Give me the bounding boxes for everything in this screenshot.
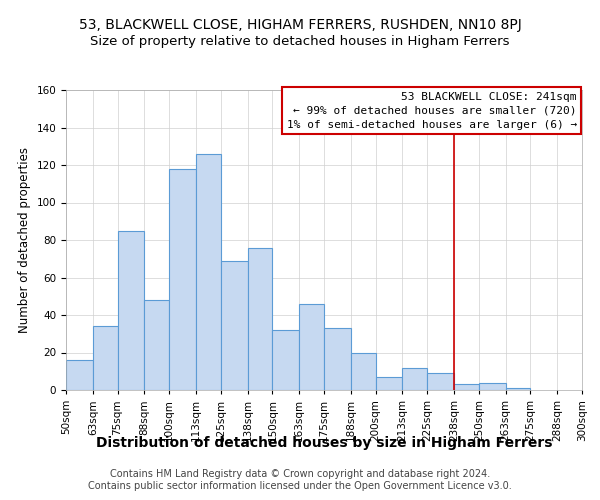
Bar (351, 352, 376, 390)
Text: 53 BLACKWELL CLOSE: 241sqm
← 99% of detached houses are smaller (720)
1% of semi: 53 BLACKWELL CLOSE: 241sqm ← 99% of deta… (287, 92, 577, 130)
Bar (506, 388, 530, 390)
Bar (66, 360, 93, 390)
Bar (479, 382, 506, 390)
Bar (221, 260, 248, 390)
Bar (403, 368, 427, 390)
Bar (248, 248, 272, 390)
Text: Size of property relative to detached houses in Higham Ferrers: Size of property relative to detached ho… (90, 35, 510, 48)
Bar (272, 330, 299, 390)
Y-axis label: Number of detached properties: Number of detached properties (18, 147, 31, 333)
Bar (427, 373, 454, 390)
Bar (324, 328, 351, 390)
Bar (93, 326, 118, 390)
Text: 53, BLACKWELL CLOSE, HIGHAM FERRERS, RUSHDEN, NN10 8PJ: 53, BLACKWELL CLOSE, HIGHAM FERRERS, RUS… (79, 18, 521, 32)
Bar (376, 377, 403, 390)
Bar (118, 230, 145, 390)
Bar (454, 384, 479, 390)
Text: Contains public sector information licensed under the Open Government Licence v3: Contains public sector information licen… (88, 481, 512, 491)
Bar (145, 300, 169, 390)
Text: Contains HM Land Registry data © Crown copyright and database right 2024.: Contains HM Land Registry data © Crown c… (110, 469, 490, 479)
Bar (169, 169, 196, 390)
Text: Distribution of detached houses by size in Higham Ferrers: Distribution of detached houses by size … (96, 436, 552, 450)
Bar (196, 154, 221, 390)
Bar (299, 304, 324, 390)
